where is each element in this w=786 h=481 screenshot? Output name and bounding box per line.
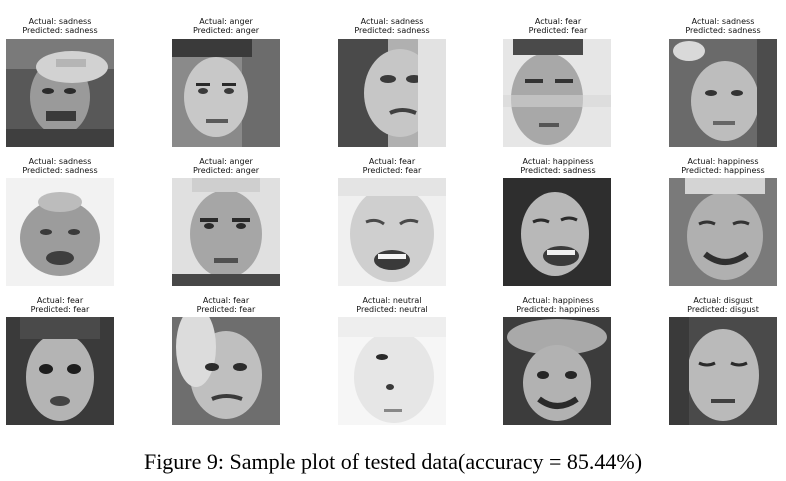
predicted-label: Predicted: anger xyxy=(192,166,260,175)
sample-cell: Actual: fear Predicted: fear xyxy=(0,296,120,314)
sample-cell: Actual: sadness Predicted: sadness xyxy=(332,17,452,35)
sample-cell: Actual: anger Predicted: anger xyxy=(166,157,286,175)
sample-cell: Actual: fear Predicted: fear xyxy=(166,296,286,314)
face-image xyxy=(503,178,611,286)
actual-label: Actual: sadness xyxy=(28,17,92,26)
actual-label: Actual: fear xyxy=(534,17,582,26)
predicted-label: Predicted: fear xyxy=(196,305,256,314)
actual-label: Actual: sadness xyxy=(28,157,92,166)
actual-label: Actual: sadness xyxy=(360,17,424,26)
face-image xyxy=(172,317,280,425)
predicted-label: Predicted: fear xyxy=(30,305,90,314)
face-image xyxy=(338,39,446,147)
sample-cell: Actual: sadness Predicted: sadness xyxy=(0,17,120,35)
predicted-label: Predicted: sadness xyxy=(22,26,98,35)
actual-label: Actual: happiness xyxy=(522,296,594,305)
face-image xyxy=(669,317,777,425)
face-image xyxy=(6,317,114,425)
sample-cell: Actual: happiness Predicted: happiness xyxy=(663,157,783,175)
sample-cell: Actual: happiness Predicted: sadness xyxy=(498,157,618,175)
actual-label: Actual: anger xyxy=(199,157,253,166)
predicted-label: Predicted: fear xyxy=(362,166,422,175)
face-image xyxy=(503,317,611,425)
actual-label: Actual: disgust xyxy=(693,296,753,305)
sample-cell: Actual: sadness Predicted: sadness xyxy=(0,157,120,175)
face-image xyxy=(503,39,611,147)
sample-grid: Actual: sadness Predicted: sadness Actua… xyxy=(0,17,783,425)
sample-cell: Actual: sadness Predicted: sadness xyxy=(663,17,783,35)
figure-caption: Figure 9: Sample plot of tested data(acc… xyxy=(143,449,643,474)
face-image xyxy=(669,39,777,147)
actual-label: Actual: fear xyxy=(202,296,250,305)
predicted-label: Predicted: sadness xyxy=(354,26,430,35)
actual-label: Actual: fear xyxy=(368,157,416,166)
actual-label: Actual: neutral xyxy=(362,296,422,305)
actual-label: Actual: happiness xyxy=(687,157,759,166)
sample-cell: Actual: fear Predicted: fear xyxy=(498,17,618,35)
sample-cell: Actual: fear Predicted: fear xyxy=(332,157,452,175)
face-image xyxy=(6,39,114,147)
predicted-label: Predicted: neutral xyxy=(356,305,428,314)
sample-cell: Actual: happiness Predicted: happiness xyxy=(498,296,618,314)
predicted-label: Predicted: happiness xyxy=(681,166,765,175)
predicted-label: Predicted: sadness xyxy=(22,166,98,175)
predicted-label: Predicted: sadness xyxy=(520,166,596,175)
actual-label: Actual: happiness xyxy=(522,157,594,166)
actual-label: Actual: fear xyxy=(36,296,84,305)
actual-label: Actual: anger xyxy=(199,17,253,26)
face-image xyxy=(669,178,777,286)
face-image xyxy=(6,178,114,286)
actual-label: Actual: sadness xyxy=(691,17,755,26)
face-image xyxy=(172,39,280,147)
face-image xyxy=(338,317,446,425)
predicted-label: Predicted: disgust xyxy=(687,305,759,314)
sample-cell: Actual: disgust Predicted: disgust xyxy=(663,296,783,314)
sample-cell: Actual: anger Predicted: anger xyxy=(166,17,286,35)
face-image xyxy=(172,178,280,286)
sample-cell: Actual: neutral Predicted: neutral xyxy=(332,296,452,314)
predicted-label: Predicted: sadness xyxy=(685,26,761,35)
predicted-label: Predicted: happiness xyxy=(516,305,600,314)
predicted-label: Predicted: anger xyxy=(192,26,260,35)
predicted-label: Predicted: fear xyxy=(528,26,588,35)
face-image xyxy=(338,178,446,286)
